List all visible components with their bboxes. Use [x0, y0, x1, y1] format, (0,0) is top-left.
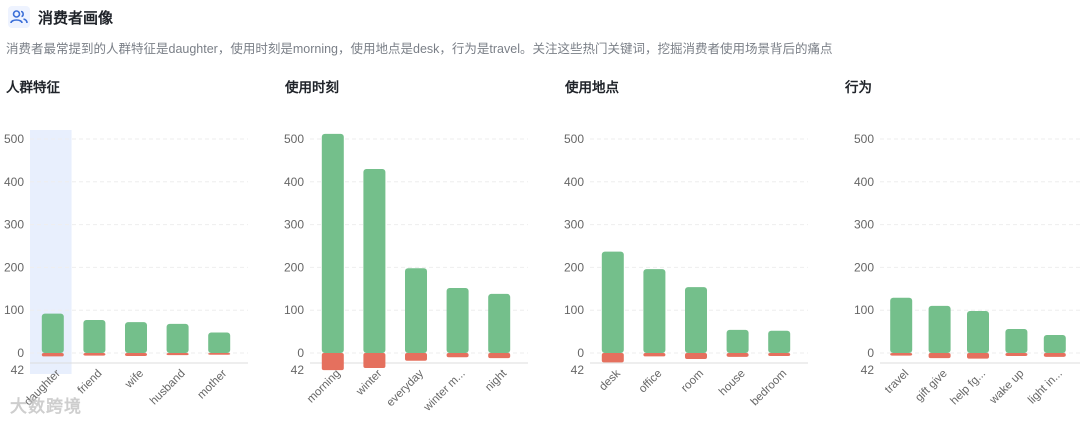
- y-bottom-label: 42: [291, 363, 305, 377]
- bar-negative: [166, 353, 189, 356]
- bar-negative: [768, 353, 791, 356]
- panel-title-crowd: 人群特征: [6, 80, 60, 95]
- y-bottom-label: 42: [861, 363, 875, 377]
- bar-positive: [488, 293, 511, 353]
- x-tick-label: bedroom: [749, 368, 790, 409]
- bar-positive: [83, 320, 106, 353]
- x-tick-label: winter m...: [421, 368, 468, 415]
- bar-positive: [125, 322, 147, 353]
- y-tick-label: 400: [564, 175, 584, 189]
- y-tick-label: 400: [284, 175, 304, 189]
- bar-negative: [83, 353, 106, 356]
- x-tick-label: room: [679, 368, 706, 395]
- bar-positive: [1043, 335, 1066, 353]
- bar-negative: [1043, 353, 1066, 357]
- y-tick-label: 100: [564, 303, 584, 317]
- y-tick-label: 200: [854, 260, 874, 274]
- chart-time: 0 100 200 300 400 500 42 morning winter everydayw…: [284, 132, 528, 415]
- bar-negative: [488, 353, 511, 359]
- x-tick-label: mother: [196, 368, 230, 402]
- x-tick-label: morning: [305, 368, 343, 406]
- bar-positive: [643, 269, 666, 353]
- y-tick-label: 500: [284, 132, 304, 146]
- bar-positive: [363, 168, 386, 353]
- y-tick-label: 500: [564, 132, 584, 146]
- chart-place: 0 100 200 300 400 500 42 desk office room house bed…: [564, 132, 808, 409]
- bar-negative: [41, 353, 64, 357]
- x-tick-label: light in...: [1026, 368, 1065, 407]
- bar-positive: [321, 133, 344, 353]
- x-tick-label: office: [637, 368, 665, 396]
- bar-negative: [890, 353, 913, 356]
- bar-negative: [363, 353, 386, 368]
- y-tick-label: 200: [284, 260, 304, 274]
- y-tick-label: 300: [854, 218, 874, 232]
- bar-positive: [928, 305, 951, 353]
- bar-negative: [685, 353, 707, 359]
- bar-negative: [208, 353, 231, 355]
- x-tick-label: help fg...: [948, 368, 988, 408]
- bar-positive: [41, 313, 64, 353]
- bar-positive: [890, 297, 913, 353]
- summary-text: 消费者最常提到的人群特征是daughter，使用时刻是morning，使用地点是…: [6, 42, 833, 56]
- y-tick-label: 200: [564, 260, 584, 274]
- bar-negative: [1005, 353, 1028, 356]
- bar-positive: [967, 311, 989, 353]
- y-tick-label: 0: [867, 346, 874, 360]
- bar-positive: [405, 268, 427, 353]
- section-header: 消费者画像: [8, 6, 113, 28]
- bar-positive: [446, 287, 469, 353]
- bar-negative: [643, 353, 666, 357]
- bar-negative: [967, 353, 989, 359]
- watermark: 大数跨境: [10, 397, 82, 416]
- bar-negative: [601, 353, 624, 363]
- panel-title-behavior: 行为: [845, 80, 872, 95]
- x-tick-label: house: [717, 368, 748, 399]
- x-tick-label: gift give: [913, 368, 950, 405]
- y-tick-label: 300: [4, 218, 24, 232]
- x-tick-label: wake up: [987, 368, 1026, 407]
- bar-negative: [405, 353, 427, 361]
- bar-negative: [928, 353, 951, 359]
- y-tick-label: 500: [4, 132, 24, 146]
- bar-negative: [726, 353, 749, 357]
- page-title: 消费者画像: [38, 9, 114, 27]
- y-tick-label: 0: [577, 346, 584, 360]
- y-tick-label: 100: [284, 303, 304, 317]
- bar-positive: [685, 287, 707, 353]
- y-tick-label: 100: [4, 303, 24, 317]
- y-bottom-label: 42: [11, 363, 25, 377]
- y-tick-label: 200: [4, 260, 24, 274]
- x-tick-label: everyday: [385, 367, 427, 409]
- bar-positive: [726, 329, 749, 353]
- bar-negative: [446, 353, 469, 358]
- y-tick-label: 100: [854, 303, 874, 317]
- users-icon: [8, 6, 30, 28]
- x-tick-label: desk: [597, 367, 623, 393]
- y-tick-label: 400: [4, 175, 24, 189]
- bar-positive: [768, 330, 791, 353]
- bar-positive: [208, 332, 231, 353]
- y-tick-label: 0: [297, 346, 304, 360]
- panel-title-time: 使用时刻: [285, 80, 339, 95]
- bar-negative: [321, 353, 344, 371]
- panel-title-place: 使用地点: [565, 80, 619, 95]
- bar-negative: [125, 353, 147, 356]
- bar-positive: [166, 323, 189, 353]
- y-tick-label: 500: [854, 132, 874, 146]
- x-tick-label: travel: [883, 368, 911, 396]
- bar-positive: [1005, 329, 1028, 353]
- x-tick-label: night: [483, 367, 510, 394]
- x-tick-label: husband: [148, 368, 188, 408]
- x-tick-label: wife: [122, 368, 146, 392]
- y-tick-label: 300: [564, 218, 584, 232]
- y-tick-label: 300: [284, 218, 304, 232]
- y-tick-label: 0: [17, 346, 24, 360]
- y-bottom-label: 42: [571, 363, 585, 377]
- y-tick-label: 400: [854, 175, 874, 189]
- bar-positive: [601, 251, 624, 353]
- x-tick-label: winter: [354, 368, 385, 399]
